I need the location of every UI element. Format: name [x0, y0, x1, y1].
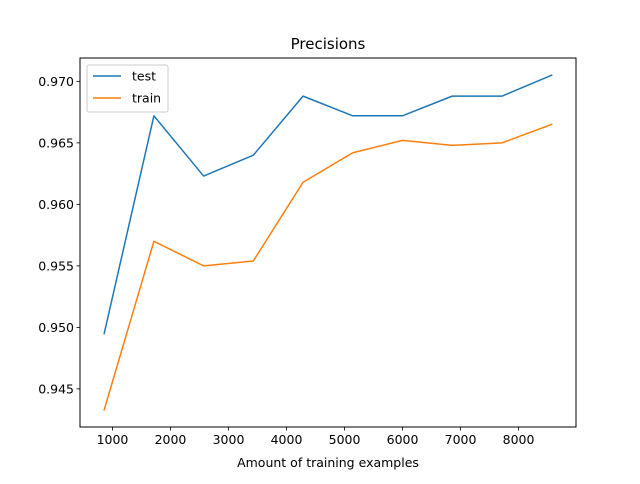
series-line-train	[103, 123, 553, 411]
legend-label-train: train	[132, 91, 161, 106]
x-tick-label: 3000	[213, 432, 245, 447]
plot-area-frame	[79, 57, 577, 428]
x-tick-label: 2000	[155, 432, 187, 447]
x-tick-label: 4000	[271, 432, 303, 447]
legend: test train	[86, 64, 169, 113]
y-tick-label: 0.965	[38, 135, 74, 150]
plot-lines	[103, 74, 553, 411]
y-tick-label: 0.955	[38, 258, 74, 273]
y-tick-label: 0.950	[38, 320, 74, 335]
legend-label-test: test	[132, 69, 156, 84]
x-axis: 1000 2000 3000 4000 5000 6000 7000 8000	[97, 427, 535, 447]
y-tick-label: 0.960	[38, 197, 74, 212]
x-tick-label: 7000	[445, 432, 477, 447]
chart-title: Precisions	[291, 35, 366, 53]
x-tick-label: 5000	[329, 432, 361, 447]
y-axis: 0.945 0.950 0.955 0.960 0.965 0.970	[38, 74, 80, 396]
x-tick-label: 1000	[97, 432, 129, 447]
x-tick-label: 8000	[503, 432, 535, 447]
y-tick-label: 0.970	[38, 74, 74, 89]
x-tick-label: 6000	[387, 432, 419, 447]
series-line-test	[103, 74, 553, 335]
x-axis-label: Amount of training examples	[237, 455, 419, 470]
y-tick-label: 0.945	[38, 381, 74, 396]
